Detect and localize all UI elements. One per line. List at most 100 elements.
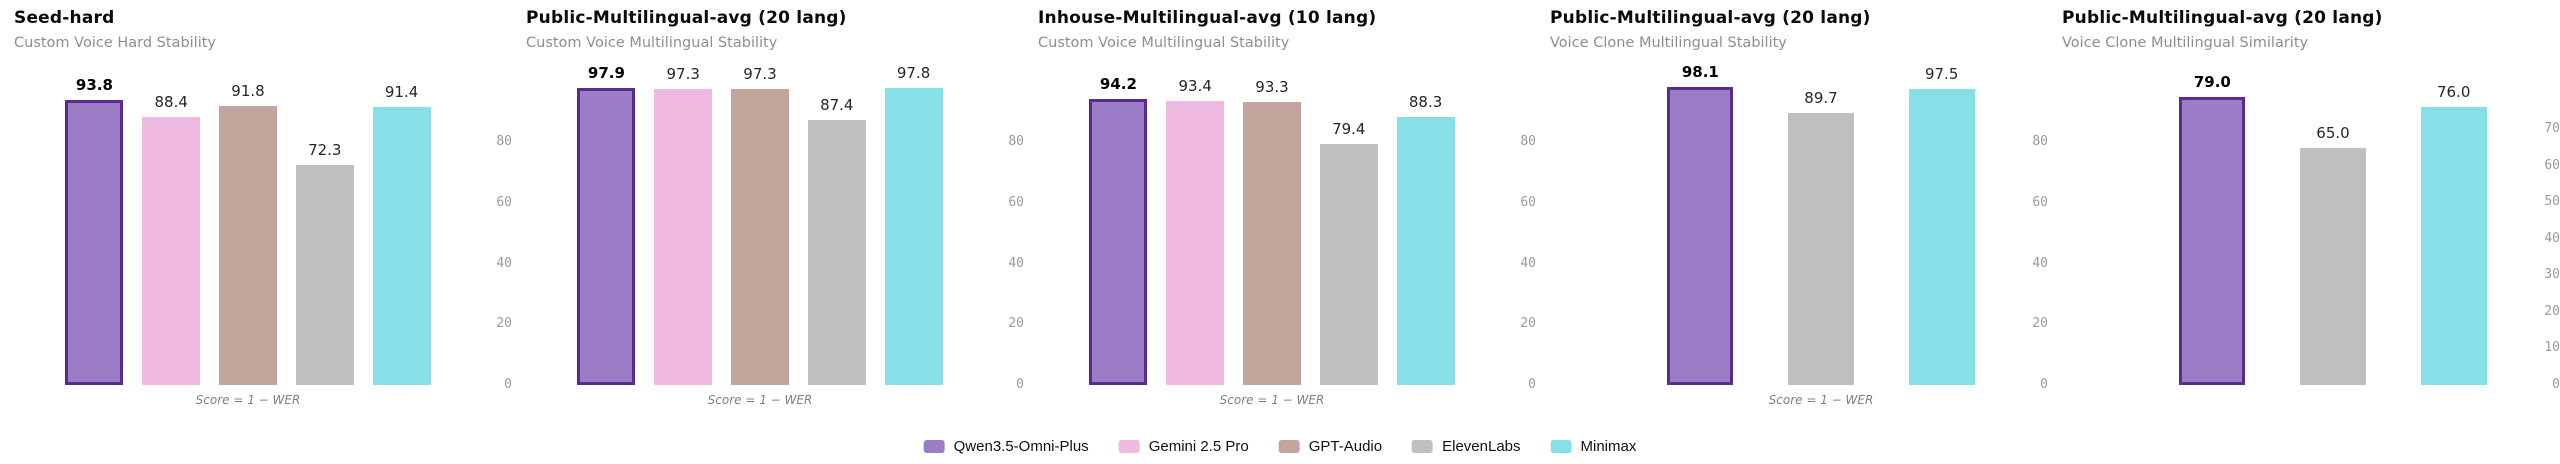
bar-slot: 89.7 — [1761, 60, 1882, 385]
chart-subtitle: Custom Voice Multilingual Stability — [526, 35, 778, 51]
y-tick-label: 40 — [2032, 255, 2048, 271]
bar-slot: 97.3 — [645, 60, 722, 385]
bar-minimax — [372, 107, 431, 385]
legend-label: ElevenLabs — [1442, 438, 1521, 455]
y-tick-label: 20 — [496, 316, 512, 332]
y-tick-label: 30 — [2544, 267, 2560, 283]
bar-gpt-audio — [218, 106, 277, 385]
legend-item-gemini-2-5-pro: Gemini 2.5 Pro — [1118, 438, 1249, 455]
legend-swatch-icon — [1278, 440, 1300, 453]
bar-slot: 97.5 — [1881, 60, 2002, 385]
bar-qwen3-5-omni-plus — [577, 87, 636, 385]
bar-minimax — [1908, 88, 1975, 385]
y-tick-label: 80 — [2032, 134, 2048, 150]
legend-item-elevenlabs: ElevenLabs — [1412, 438, 1521, 455]
y-tick-label: 40 — [1008, 255, 1024, 271]
bar-slot: 76.0 — [2393, 60, 2514, 385]
bar-slot: 91.4 — [363, 60, 440, 385]
chart-plot-area: 0 20 40 60 80 94.2 93.4 93.3 79.4 88.3 — [1024, 60, 1536, 392]
bar-slot: 93.3 — [1234, 60, 1311, 385]
y-tick-label: 20 — [1008, 316, 1024, 332]
chart-plot-area: 0 20 40 60 80 98.1 89.7 97.5 — [1536, 60, 2048, 392]
y-tick-label: 50 — [2544, 194, 2560, 210]
legend-label: Gemini 2.5 Pro — [1148, 438, 1249, 455]
y-tick-label: 60 — [2544, 157, 2560, 173]
bar-slot: 79.4 — [1310, 60, 1387, 385]
bar-slot: 93.8 — [56, 60, 133, 385]
bar-value-label: 97.3 — [666, 65, 700, 84]
bar-slot: 98.1 — [1640, 60, 1761, 385]
legend-item-gpt-audio: GPT-Audio — [1278, 438, 1382, 455]
chart-footnote: Score = 1 − WER — [1768, 393, 1874, 407]
bar-value-label: 97.9 — [587, 63, 625, 82]
chart-panel-5: Public-Multilingual-avg (20 lang) Voice … — [2048, 0, 2560, 392]
bar-slot: 93.4 — [1157, 60, 1234, 385]
y-tick-label: 0 — [504, 377, 512, 392]
bar-value-label: 88.4 — [154, 92, 188, 111]
y-tick-label: 20 — [2032, 316, 2048, 332]
charts-row: Seed-hard Custom Voice Hard Stability 0 2… — [0, 0, 2560, 407]
bars-area: 79.0 65.0 76.0 — [2152, 60, 2514, 385]
legend-swatch-icon — [1118, 440, 1140, 453]
y-tick-label: 40 — [2544, 230, 2560, 246]
chart-title: Public-Multilingual-avg (20 lang) — [2062, 8, 2383, 28]
bar-value-label: 93.3 — [1255, 77, 1289, 96]
bar-value-label: 65.0 — [2316, 123, 2350, 142]
bar-gemini-2-5-pro — [654, 89, 713, 385]
y-tick-label: 40 — [1520, 255, 1536, 271]
chart-plot-area: 0 10 20 30 40 50 60 70 79.0 65.0 76.0 — [2048, 60, 2560, 392]
legend-swatch-icon — [923, 440, 945, 453]
bar-gpt-audio — [1242, 101, 1301, 385]
bar-slot: 79.0 — [2152, 60, 2273, 385]
bar-slot: 87.4 — [798, 60, 875, 385]
chart-subtitle: Custom Voice Multilingual Stability — [1038, 35, 1290, 51]
bar-slot: 97.3 — [722, 60, 799, 385]
bar-slot: 91.8 — [210, 60, 287, 385]
bar-value-label: 98.1 — [1681, 63, 1719, 82]
chart-subtitle: Voice Clone Multilingual Similarity — [2062, 35, 2309, 51]
bar-value-label: 79.4 — [1332, 119, 1366, 138]
bars-area: 98.1 89.7 97.5 — [1640, 60, 2002, 385]
bar-elevenlabs — [295, 165, 354, 385]
legend-swatch-icon — [1412, 440, 1434, 453]
legend-swatch-icon — [1550, 440, 1572, 453]
y-tick-label: 80 — [496, 134, 512, 150]
bar-slot: 94.2 — [1080, 60, 1157, 385]
bar-slot: 88.3 — [1387, 60, 1464, 385]
bar-value-label: 93.4 — [1178, 77, 1212, 96]
y-tick-label: 0 — [2552, 377, 2560, 392]
bars-area: 97.9 97.3 97.3 87.4 97.8 — [568, 60, 952, 385]
y-tick-label: 0 — [2040, 377, 2048, 392]
y-tick-label: 0 — [1528, 377, 1536, 392]
bar-slot: 72.3 — [286, 60, 363, 385]
y-tick-label: 70 — [2544, 121, 2560, 137]
chart-title: Public-Multilingual-avg (20 lang) — [1550, 8, 1871, 28]
y-tick-label: 80 — [1008, 134, 1024, 150]
legend-label: Minimax — [1580, 438, 1637, 455]
chart-footnote: Score = 1 − WER — [1219, 393, 1325, 407]
chart-panel-2: Public-Multilingual-avg (20 lang) Custom… — [512, 0, 1024, 407]
bar-qwen3-5-omni-plus — [2179, 96, 2246, 385]
bar-slot: 65.0 — [2273, 60, 2394, 385]
bar-qwen3-5-omni-plus — [65, 100, 124, 385]
y-tick-label: 60 — [1008, 194, 1024, 210]
legend-item-qwen3-5-omni-plus: Qwen3.5-Omni-Plus — [923, 438, 1089, 455]
chart-plot-area: 0 20 40 60 80 93.8 88.4 91.8 72.3 91.4 — [0, 60, 512, 392]
y-tick-label: 60 — [2032, 194, 2048, 210]
bar-value-label: 87.4 — [820, 95, 854, 114]
y-tick-label: 10 — [2544, 340, 2560, 356]
bars-area: 93.8 88.4 91.8 72.3 91.4 — [56, 60, 440, 385]
y-tick-label: 20 — [2544, 303, 2560, 319]
y-tick-label: 0 — [1016, 377, 1024, 392]
bar-elevenlabs — [1788, 112, 1854, 385]
y-tick-label: 80 — [1520, 134, 1536, 150]
bar-elevenlabs — [1319, 143, 1378, 385]
bar-value-label: 79.0 — [2193, 72, 2231, 91]
legend-label: Qwen3.5-Omni-Plus — [953, 438, 1089, 455]
bar-elevenlabs — [2300, 147, 2366, 385]
bar-slot: 97.9 — [568, 60, 645, 385]
y-tick-label: 40 — [496, 255, 512, 271]
bar-value-label: 72.3 — [308, 141, 342, 160]
bar-value-label: 91.4 — [384, 83, 419, 102]
chart-title: Seed-hard — [14, 8, 115, 28]
